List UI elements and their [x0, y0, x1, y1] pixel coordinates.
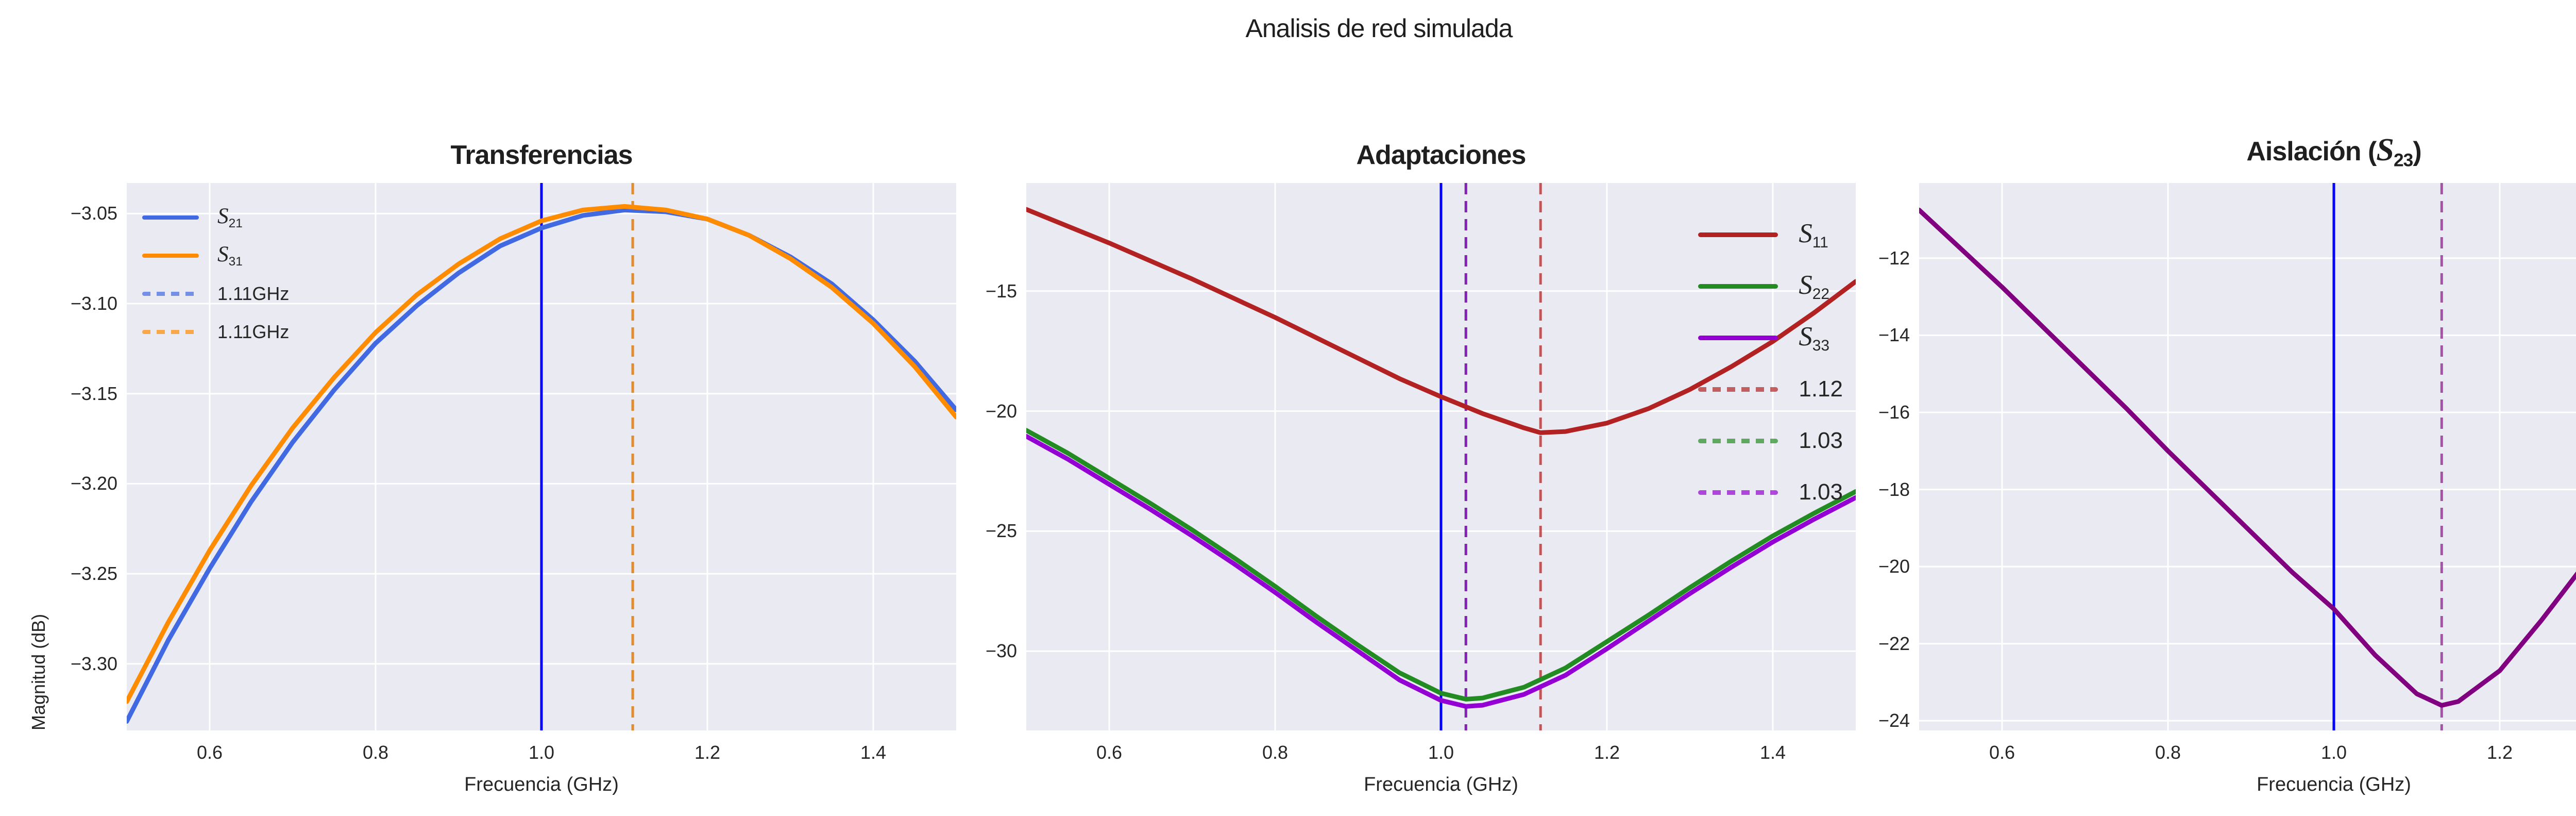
legend-entry: S22 [1698, 260, 1843, 312]
legend-label: S11 [1799, 218, 1828, 251]
legend-entry: S33 [1698, 312, 1843, 363]
y-tick-label: −3.05 [70, 203, 117, 224]
legend-swatch-dashed [1698, 490, 1778, 495]
y-tick-label: −3.10 [70, 293, 117, 314]
legend-entry: S11 [1698, 209, 1843, 260]
y-tick-label: −14 [1878, 324, 1910, 346]
x-tick-label: 1.0 [1428, 742, 1454, 763]
x-tick-label: 0.6 [1096, 742, 1123, 763]
panel-title: Adaptaciones [1356, 140, 1527, 170]
x-tick-label: 0.8 [2155, 742, 2181, 763]
legend: S21 S31 1.11GHz 1.11GHz [142, 198, 289, 351]
x-axis-ticks: 0.60.81.01.21.4 [1919, 742, 2576, 763]
series-S33 [1026, 434, 1856, 709]
y-axis-ticks: −12 −14 −16 −18 −20 −22 −24 [1878, 183, 1910, 731]
series-S23 [1919, 207, 2576, 708]
x-tick-label: 0.8 [362, 742, 389, 763]
legend-label: S21 [217, 204, 243, 231]
plot-area [1026, 183, 1856, 730]
figure-title: Analisis de red simulada [1245, 14, 1513, 43]
legend-swatch-solid [1698, 232, 1778, 237]
legend-label: S31 [217, 242, 243, 269]
y-tick-label: −25 [985, 520, 1017, 542]
series-S11 [1026, 207, 1856, 435]
legend-label: 1.03 [1799, 479, 1843, 505]
x-tick-label: 0.6 [196, 742, 223, 763]
y-tick-label: −20 [985, 400, 1017, 422]
plot-canvas [127, 183, 956, 730]
x-axis-label: Frecuencia (GHz) [2257, 774, 2411, 795]
series-S21 [127, 207, 956, 724]
legend-swatch-dashed [142, 330, 199, 334]
y-tick-label: −24 [1878, 710, 1910, 731]
x-axis-label: Frecuencia (GHz) [1364, 774, 1518, 795]
legend-swatch-solid [1698, 284, 1778, 289]
panel-adaptaciones: Adaptaciones −15 −20 −25 −30 0.6 0.8 1.0 1.2 1.… [986, 140, 1856, 795]
series-S22 [1026, 428, 1856, 702]
legend-label: S33 [1799, 321, 1830, 354]
x-tick-label: 1.0 [2320, 742, 2347, 763]
legend-swatch-solid [1698, 335, 1778, 340]
legend-swatch-dashed [142, 292, 199, 296]
plot-background [1919, 183, 2576, 730]
y-tick-label: −3.15 [70, 382, 117, 404]
y-tick-label: −16 [1878, 401, 1910, 423]
panel-title: Transferencias [450, 140, 633, 170]
y-tick-label: −20 [1878, 556, 1910, 577]
panel-transferencias: Transferencias Magnitud (dB) −3.05 −3.10−… [28, 140, 956, 795]
x-tick-label: 1.2 [694, 742, 721, 763]
legend-entry: S31 [142, 237, 289, 275]
y-tick-label: −12 [1878, 247, 1910, 269]
plot-area [127, 183, 956, 730]
x-tick-label: 1.2 [1594, 742, 1620, 763]
legend-label: S22 [1799, 270, 1830, 303]
x-tick-label: 1.0 [528, 742, 555, 763]
legend-entry: 1.03 [1698, 467, 1843, 518]
legend: S11 S22 S33 1.12 1.03 1.03 [1698, 209, 1843, 518]
y-axis-label: Magnitud (dB) [28, 613, 49, 730]
legend-swatch-dashed [1698, 387, 1778, 392]
plot-area [1919, 183, 2576, 730]
legend-entry: S21 [142, 198, 289, 237]
plot-canvas [1026, 183, 1856, 730]
y-tick-label: −3.25 [70, 563, 117, 585]
x-axis-label: Frecuencia (GHz) [464, 774, 619, 795]
legend-label: 1.03 [1799, 428, 1843, 453]
y-axis-ticks: −15 −20 −25 −30 [986, 183, 1017, 730]
x-tick-label: 1.2 [2486, 742, 2513, 763]
y-tick-label: −30 [985, 640, 1017, 662]
plot-canvas [1919, 183, 2576, 730]
y-tick-label: −3.30 [70, 653, 117, 674]
legend-label: 1.11GHz [217, 283, 290, 304]
y-axis-ticks: −3.05 −3.10 −3.15 −3.20 −3.25 −3.30 [71, 183, 117, 730]
legend-entry: 1.11GHz [142, 313, 289, 351]
y-tick-label: −22 [1878, 632, 1910, 654]
x-axis-ticks: 0.6 0.8 1.0 1.2 1.4 [127, 742, 956, 763]
x-tick-label: 0.8 [1262, 742, 1289, 763]
legend-swatch-solid [142, 215, 199, 220]
legend-entry: 1.11GHz [142, 275, 289, 313]
x-axis-ticks: 0.6 0.8 1.0 1.2 1.4 [1026, 742, 1856, 763]
x-tick-label: 1.4 [860, 742, 887, 763]
legend-swatch-solid [142, 254, 199, 258]
y-tick-label: −15 [985, 280, 1017, 302]
legend-label: 1.11GHz [217, 321, 290, 342]
y-tick-label: −3.20 [70, 473, 117, 494]
panel-title: Aislación (S23) [2246, 131, 2421, 170]
legend-swatch-dashed [1698, 438, 1778, 443]
y-tick-label: −18 [1878, 478, 1910, 500]
series-S31 [127, 204, 956, 704]
panel-aislacion: Aislación (S23) −12 −14 −16 −18 −20 −22 −24 0.… [1878, 132, 2576, 795]
legend-label: 1.12 [1799, 376, 1843, 402]
x-tick-label: 1.4 [1759, 742, 1786, 763]
legend-entry: 1.12 [1698, 363, 1843, 415]
x-tick-label: 0.6 [1989, 742, 2015, 763]
legend-entry: 1.03 [1698, 415, 1843, 467]
